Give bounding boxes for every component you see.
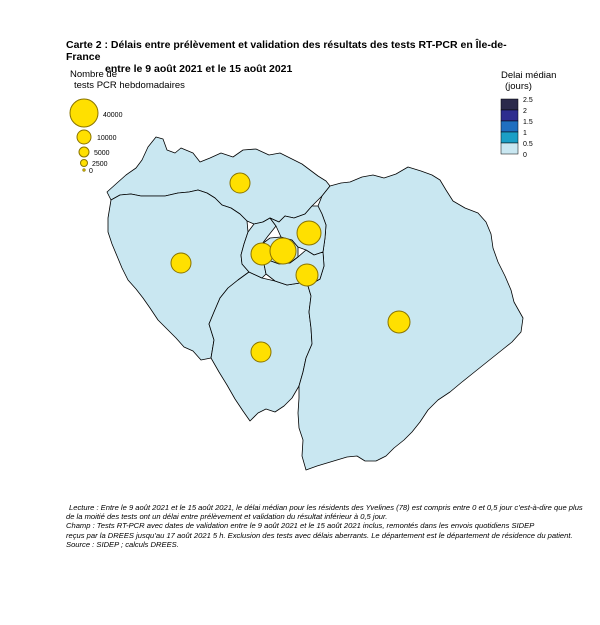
notes-lecture-line2: de la moitié des tests ont un délai entr… — [66, 512, 388, 522]
color-legend-swatch-0.5-1 — [500, 131, 519, 144]
color-legend: 2.5 2 1.5 1 0.5 0 — [500, 97, 533, 159]
size-legend-label-10000: 10000 — [97, 135, 117, 142]
notes-champ-line2: reçus par la DREES jusqu’au 17 août 2021… — [66, 530, 573, 540]
color-legend-title-line2: (jours) — [505, 81, 532, 92]
map-notes: Lecture : Entre le 9 août 2021 et le 15 … — [66, 503, 596, 549]
size-legend-circle-5000 — [78, 146, 90, 158]
color-legend-swatch-1.5-2 — [500, 109, 519, 122]
size-legend-title-line2: tests PCR hebdomadaires — [74, 80, 185, 91]
bubble-75-paris — [269, 237, 297, 265]
bubble-92-hauts-de-seine — [250, 242, 274, 266]
map-title: Carte 2 : Délais entre prélèvement et va… — [66, 39, 526, 75]
bubble-94-val-de-marne — [295, 263, 319, 287]
color-legend-tick-0: 0 — [523, 152, 527, 159]
map-title-line1: Carte 2 : Délais entre prélèvement et va… — [66, 39, 507, 63]
bubble-93-seine-saint-denis — [296, 220, 322, 246]
color-legend-tick-0.5: 0.5 — [523, 141, 533, 148]
notes-lecture-line1: Lecture : Entre le 9 août 2021 et le 15 … — [69, 503, 583, 512]
color-legend-swatch-1-1.5 — [500, 120, 519, 133]
size-legend-label-5000: 5000 — [94, 150, 110, 157]
departements — [106, 136, 524, 471]
size-legend-label-40000: 40000 — [103, 112, 123, 119]
size-legend-circle-0 — [82, 168, 86, 172]
size-legend-circle-2500 — [80, 159, 88, 167]
bubble-78-yvelines — [170, 252, 192, 274]
notes-source: Source : SIDEP ; calculs DREES. — [66, 539, 179, 549]
color-legend-title: Delai médian (jours) — [501, 70, 556, 92]
size-legend-title-line1: Nombre de — [70, 69, 117, 80]
bubble-77-seine-et-marne — [387, 310, 411, 334]
bubble-91-essonne — [250, 341, 272, 363]
color-legend-tick-2.5: 2.5 — [523, 97, 533, 104]
test-count-bubbles — [170, 172, 411, 363]
color-legend-tick-2: 2 — [523, 108, 527, 115]
color-legend-swatch-2-2.5 — [500, 98, 519, 111]
size-legend-label-2500: 2500 — [92, 161, 108, 168]
map-title-line2: entre le 9 août 2021 et le 15 août 2021 — [105, 63, 293, 75]
size-legend: 40000 10000 5000 2500 0 — [69, 98, 123, 175]
color-legend-swatch-0-0.5 — [500, 142, 519, 155]
bubble-95-val-doise — [229, 172, 251, 194]
size-legend-title: Nombre de tests PCR hebdomadaires — [70, 69, 185, 91]
size-legend-label-0: 0 — [89, 168, 93, 175]
notes-champ-line1: Champ : Tests RT-PCR avec dates de valid… — [66, 521, 535, 531]
size-legend-circle-10000 — [76, 129, 92, 145]
size-legend-circle-40000 — [69, 98, 99, 128]
department-77-seine-et-marne — [297, 166, 524, 471]
color-legend-tick-1.5: 1.5 — [523, 119, 533, 126]
color-legend-tick-1: 1 — [523, 130, 527, 137]
color-legend-title-line1: Delai médian — [501, 70, 557, 81]
